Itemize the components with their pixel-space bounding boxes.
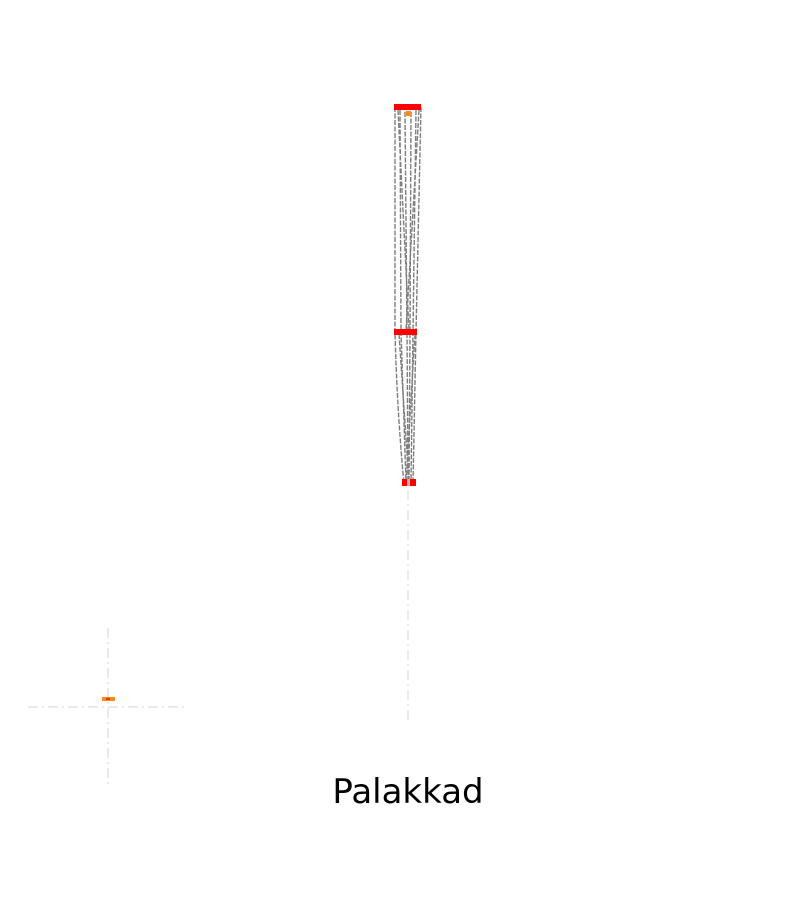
- place-name-caption: Palakkad: [332, 772, 484, 812]
- top-marker: [394, 104, 421, 110]
- outline-right-outer: [412, 106, 422, 485]
- crosshair-point-core: [106, 698, 110, 700]
- top-marker-dot: [406, 111, 411, 116]
- middle-marker: [394, 329, 417, 335]
- outline-lower-b: [405, 333, 416, 483]
- outline-center-a: [404, 111, 409, 483]
- crosshair-marker: [28, 628, 188, 788]
- shape-outline: [394, 106, 422, 485]
- outline-left-outer: [394, 107, 405, 485]
- outline-diagonal-a: [397, 109, 410, 331]
- bottom-marker-gap: [407, 479, 410, 486]
- outline-diagonal-b: [405, 109, 420, 331]
